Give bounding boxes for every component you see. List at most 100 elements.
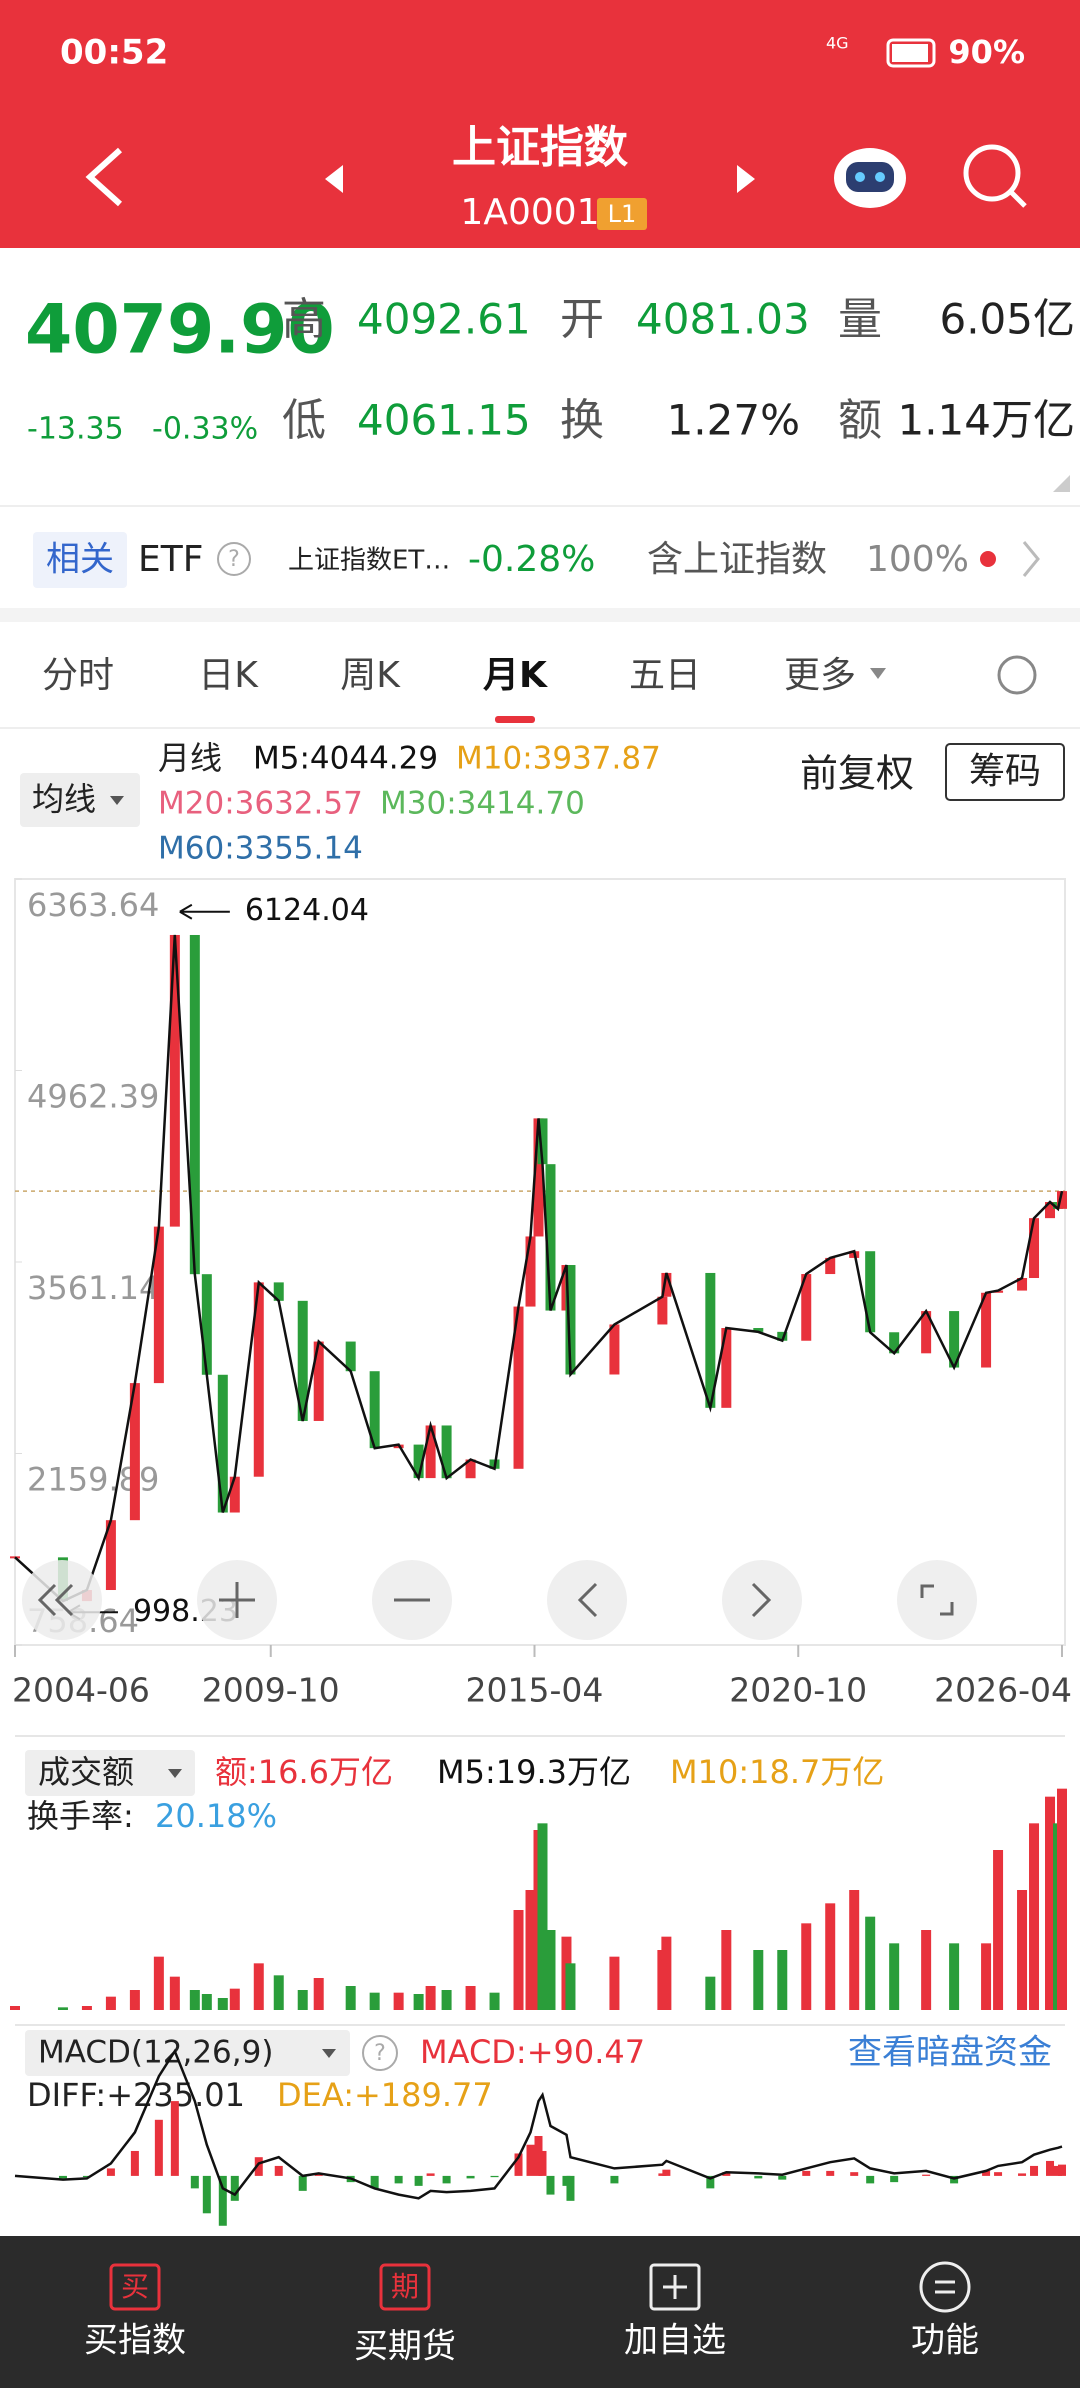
macd-button-bg[interactable]: [25, 2030, 350, 2076]
chips-bg[interactable]: [945, 743, 1065, 801]
macd-bar: [254, 2157, 263, 2176]
close-line: [14, 934, 1064, 1603]
robot-face: [846, 162, 894, 192]
volume-chart: [10, 1788, 1067, 2010]
tag-bg: [33, 532, 127, 588]
nav-icon-box: [379, 2263, 431, 2311]
macd-bar: [538, 2150, 547, 2176]
candle: [273, 1282, 284, 1301]
tab[interactable]: 更多: [784, 655, 856, 696]
vol-legend: M10:18.7万亿: [670, 1753, 884, 1791]
prev-button[interactable]: [325, 165, 343, 193]
battery: 90%: [948, 33, 1025, 71]
diff-line: [14, 2048, 1063, 2200]
macd-bar: [442, 2175, 451, 2184]
volume-bar: [297, 1990, 308, 2010]
control-button[interactable]: [897, 1560, 977, 1640]
menu-icon: [919, 2261, 971, 2313]
search-icon[interactable]: [963, 144, 1021, 202]
nav-label[interactable]: 功能: [911, 2321, 979, 2361]
ma-legend: M20:3632.57: [158, 786, 363, 822]
fund[interactable]: 上证指数ET…: [288, 546, 450, 576]
control-button[interactable]: [547, 1560, 627, 1640]
macd-title[interactable]: MACD(12,26,9): [38, 2035, 273, 2071]
volume-bar: [441, 1990, 452, 2010]
candle: [189, 934, 200, 1275]
volume-bar: [189, 1990, 200, 2010]
macd-bar: [754, 2175, 763, 2179]
macd-bar: [546, 2175, 555, 2195]
chips[interactable]: 筹码: [969, 751, 1041, 792]
candle: [921, 1311, 932, 1354]
macd-bar: [414, 2175, 423, 2186]
help-circle[interactable]: [217, 542, 251, 576]
tab[interactable]: 分时: [42, 655, 114, 696]
macd-bar: [202, 2175, 211, 2214]
volume-bar: [10, 2006, 20, 2010]
badge: L1: [608, 200, 637, 228]
ma-button[interactable]: 均线: [32, 780, 96, 818]
candle: [525, 1236, 536, 1307]
control-button[interactable]: [722, 1560, 802, 1640]
title: 上证指数: [452, 122, 628, 173]
help-circle[interactable]: [362, 2035, 398, 2071]
gap: [0, 608, 1080, 622]
candle: [465, 1459, 476, 1479]
robot-eye: [875, 172, 885, 182]
macd-bar: [274, 2165, 283, 2176]
dropdown: [870, 668, 886, 679]
etf[interactable]: ETF: [138, 539, 203, 580]
macd-bar: [370, 2175, 379, 2189]
macd-chart: [14, 2048, 1066, 2226]
ma-button-bg[interactable]: [20, 773, 140, 827]
volume-bar: [489, 1992, 500, 2010]
expand-corner[interactable]: [1053, 475, 1070, 492]
candle: [661, 1272, 672, 1297]
control-icon: [577, 1582, 598, 1618]
volume-bar: [153, 1956, 164, 2010]
tab[interactable]: 周K: [340, 655, 401, 696]
macd-bar: [1030, 2165, 1039, 2176]
turnover-label: 换手率:: [27, 1797, 134, 1835]
dropdown: [110, 796, 124, 805]
candle: [545, 1164, 556, 1311]
macd-bar: [706, 2175, 715, 2189]
tab[interactable]: 月K: [483, 655, 548, 696]
macd-bar: [922, 2174, 931, 2176]
candle: [533, 1118, 544, 1237]
candle: [369, 1371, 380, 1449]
dark-pool-link[interactable]: 查看暗盘资金: [848, 2033, 1052, 2073]
candle: [705, 1272, 716, 1408]
vol-button-bg[interactable]: [25, 1750, 195, 1796]
fund-change: -0.28%: [468, 539, 595, 580]
tab[interactable]: 五日: [629, 655, 701, 696]
field-label: 额: [838, 395, 882, 446]
settings-icon[interactable]: [997, 655, 1037, 695]
back-button[interactable]: [85, 147, 123, 207]
nav-label[interactable]: 加自选: [624, 2321, 726, 2361]
field-value: 1.27%: [667, 396, 800, 445]
robot-eye: [855, 172, 865, 182]
candle: [297, 1300, 308, 1421]
volume-bar: [229, 1988, 240, 2010]
change-pct: -0.33%: [152, 412, 258, 447]
more-arrow[interactable]: [1022, 541, 1040, 577]
nav-label[interactable]: 买指数: [84, 2321, 186, 2361]
next-button[interactable]: [737, 165, 755, 193]
adjust[interactable]: 前复权: [800, 752, 914, 796]
macd-bar: [466, 2175, 475, 2179]
candle: [753, 1328, 764, 1332]
holding: 100%: [866, 539, 969, 580]
macd-bar: [230, 2175, 239, 2201]
time: 00:52: [60, 33, 168, 73]
dropdown: [168, 1769, 182, 1778]
candle: [313, 1341, 324, 1421]
control-button[interactable]: [22, 1560, 102, 1640]
macd-bar: [218, 2175, 227, 2226]
field-label: 低: [282, 395, 326, 446]
tab[interactable]: 日K: [198, 655, 259, 696]
vol-title[interactable]: 成交额: [38, 1753, 134, 1791]
volume-bar: [81, 2006, 92, 2010]
nav-label[interactable]: 买期货: [354, 2327, 456, 2367]
